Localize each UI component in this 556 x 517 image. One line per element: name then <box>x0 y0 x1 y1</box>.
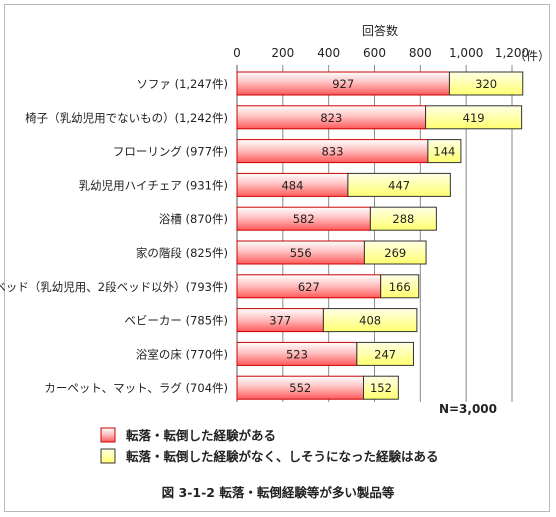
data-label: 166 <box>389 280 411 294</box>
bar-segment-near-miss <box>380 274 420 299</box>
category-label: ベビーカー (785件) <box>124 314 228 328</box>
x-tick-label: 1,200 <box>495 46 529 60</box>
data-label: 247 <box>374 347 396 361</box>
bar-segment-near-miss <box>448 71 524 96</box>
data-label: 419 <box>463 111 485 125</box>
x-tick-label: 400 <box>317 46 340 60</box>
data-label: 484 <box>281 178 303 192</box>
axis-title: 回答数 <box>362 23 398 38</box>
category-label: 浴槽 (870件) <box>159 212 228 226</box>
category-label: 浴室の床 (770件) <box>136 347 228 361</box>
data-label: 552 <box>289 381 311 395</box>
data-label: 152 <box>370 381 392 395</box>
data-label: 377 <box>269 314 291 328</box>
category-label: ベッド（乳幼児用、2段ベッド以外）(793件) <box>0 280 228 294</box>
data-label: 556 <box>290 246 312 260</box>
data-label: 447 <box>388 178 410 192</box>
legend: 転落・転倒した経験がある 転落・転倒した経験がなく、しそうになった経験はある <box>100 427 439 464</box>
data-label: 144 <box>433 145 455 159</box>
category-label: カーペット、マット、ラグ (704件) <box>44 381 228 395</box>
x-tick-label: 0 <box>233 46 241 60</box>
bar-segment-near-miss <box>425 105 523 130</box>
bar-segment-near-miss <box>363 240 427 265</box>
bar-segment-near-miss <box>369 206 437 231</box>
category-label: ソファ (1,247件) <box>136 77 228 91</box>
category-label: 家の階段 (825件) <box>136 246 228 260</box>
data-label: 627 <box>298 280 320 294</box>
x-tick-label: 1,000 <box>449 46 483 60</box>
data-label: 269 <box>384 246 406 260</box>
bars: 927 320 823 419 833 144 484 447 582 288 556 269 627 1… <box>236 71 524 400</box>
category-label: 椅子（乳幼児用でないもの）(1,242件) <box>25 111 228 125</box>
bar-segment-near-miss <box>427 139 462 164</box>
data-label: 823 <box>320 111 342 125</box>
data-label: 320 <box>475 77 497 91</box>
figure-caption: 図 3-1-2 転落・転倒経験等が多い製品等 <box>162 485 395 500</box>
legend-swatch-near-miss <box>100 448 116 464</box>
bar-segment-near-miss <box>347 172 451 197</box>
data-label: 833 <box>321 145 343 159</box>
unit-label: （件） <box>514 49 550 63</box>
data-label: 408 <box>359 314 381 328</box>
legend-swatch-experienced <box>100 427 116 443</box>
bar-segment-near-miss <box>322 308 418 333</box>
x-tick-label: 600 <box>363 46 386 60</box>
bar-segment-near-miss <box>363 375 399 400</box>
sample-size-annotation: N=3,000 <box>439 402 497 416</box>
data-label: 927 <box>332 77 354 91</box>
category-label: 乳幼児用ハイチェア (931件) <box>79 178 228 192</box>
data-label: 288 <box>392 212 414 226</box>
x-tick-label: 800 <box>409 46 432 60</box>
x-tick-labels: 0 200 400 600 800 1,000 1,200 <box>233 46 529 60</box>
category-label: フローリング (977件) <box>113 145 228 159</box>
data-label: 582 <box>293 212 315 226</box>
legend-label-near-miss: 転落・転倒した経験がなく、しそうになった経験はある <box>126 449 439 464</box>
legend-label-experienced: 転落・転倒した経験がある <box>126 428 276 443</box>
category-labels: ソファ (1,247件) 椅子（乳幼児用でないもの）(1,242件) フローリング … <box>0 77 228 395</box>
x-tick-label: 200 <box>271 46 294 60</box>
bar-segment-near-miss <box>356 341 414 366</box>
data-label: 523 <box>286 347 308 361</box>
